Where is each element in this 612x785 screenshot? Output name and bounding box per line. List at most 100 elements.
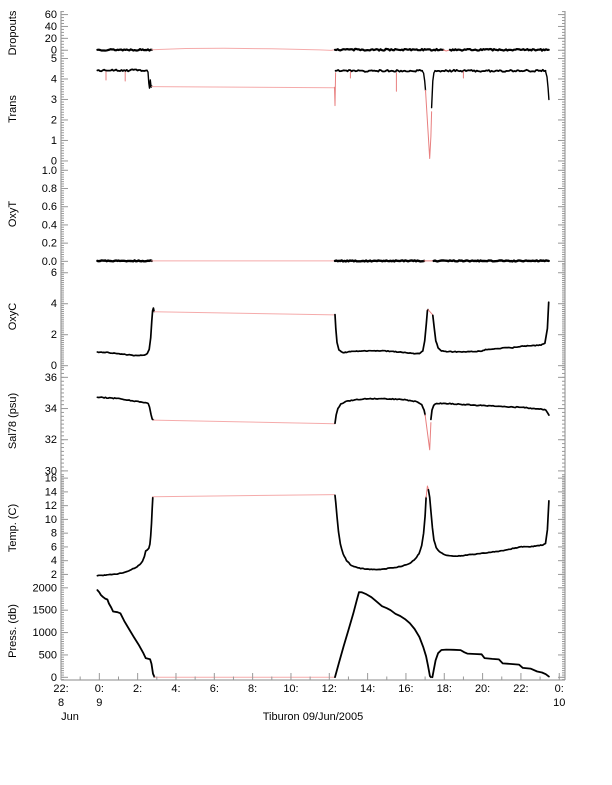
y-tick-label-oxyc: 6 <box>51 267 57 279</box>
y-axis-title-press: Press. (db) <box>7 604 19 658</box>
x-tick-label: 18: <box>437 683 452 695</box>
series-temp-red <box>152 494 335 498</box>
series-oxyc-black <box>431 301 550 353</box>
x-tick-label: 10: <box>283 683 298 695</box>
y-tick-label-oxyc: 0 <box>51 360 57 372</box>
series-trans-black <box>434 68 547 73</box>
series-trans-black <box>430 70 436 109</box>
series-oxyt-black <box>432 259 550 263</box>
series-temp-red <box>425 485 429 498</box>
y-tick-label-oxyt: 0.2 <box>42 238 57 250</box>
series-sal78-black <box>334 397 426 425</box>
series-press-black <box>431 648 550 679</box>
x-day-label: 9 <box>96 697 102 709</box>
series-temp-black <box>96 496 154 577</box>
y-tick-label-temp: 4 <box>51 555 57 567</box>
y-tick-label-temp: 8 <box>51 528 57 540</box>
x-tick-label: 22: <box>513 683 528 695</box>
y-tick-label-press: 2000 <box>33 582 57 594</box>
y-axis-title-sal78: Sal78 (psu) <box>7 393 19 449</box>
x-tick-label: 14: <box>360 683 375 695</box>
x-month-label: Jun <box>61 711 79 723</box>
series-trans-red <box>151 86 335 89</box>
y-tick-label-temp: 6 <box>51 541 57 553</box>
x-day-label: 8 <box>58 697 64 709</box>
y-tick-label-dropouts: 0 <box>51 45 57 57</box>
y-tick-label-dropouts: 40 <box>45 21 57 33</box>
y-tick-label-trans: 5 <box>51 53 57 65</box>
x-tick-label: 0: <box>555 683 564 695</box>
x-tick-label: 6: <box>210 683 219 695</box>
y-tick-label-trans: 3 <box>51 94 57 106</box>
series-dropouts-red <box>442 49 451 52</box>
y-tick-label-sal78: 34 <box>45 403 57 415</box>
y-tick-label-trans: 4 <box>51 73 57 85</box>
series-oxyt-black <box>333 259 426 263</box>
series-press-black <box>96 589 156 678</box>
series-sal78-black <box>96 396 155 421</box>
x-tick-label: 12: <box>322 683 337 695</box>
y-axis-title-trans: Trans <box>7 95 19 123</box>
series-oxyc-red <box>153 311 336 316</box>
y-tick-label-sal78: 32 <box>45 434 57 446</box>
series-oxyc-black <box>334 308 429 355</box>
y-tick-label-sal78: 36 <box>45 372 57 384</box>
x-tick-label: 16: <box>398 683 413 695</box>
y-tick-label-press: 0 <box>51 672 57 684</box>
series-dropouts-black <box>96 47 154 52</box>
y-axis-title-oxyt: OxyT <box>7 201 19 228</box>
series-oxyc-red <box>427 309 434 316</box>
series-oxyt-black <box>96 259 154 263</box>
x-day-label: 10 <box>553 697 565 709</box>
series-dropouts-red <box>151 47 336 51</box>
series-dropouts-black <box>333 47 445 52</box>
y-tick-label-oxyc: 4 <box>51 298 57 310</box>
y-tick-label-trans: 1 <box>51 135 57 147</box>
y-tick-label-temp: 10 <box>45 514 57 526</box>
series-temp-black <box>427 488 550 558</box>
x-tick-label: 4: <box>171 683 180 695</box>
y-tick-label-oxyt: 0.8 <box>42 183 57 195</box>
y-axis-title-dropouts: Dropouts <box>7 10 19 55</box>
series-dropouts-black <box>448 47 550 52</box>
chart-title: Tiburon 09/Jun/2005 <box>263 711 364 723</box>
x-tick-label: 22: <box>53 683 68 695</box>
series-trans-red <box>334 72 337 107</box>
series-press-black <box>334 591 432 679</box>
y-axis-title-temp: Temp. (C) <box>7 504 19 552</box>
y-tick-label-oxyt: 0.4 <box>42 219 57 231</box>
x-tick-label: 0: <box>95 683 104 695</box>
y-axis-title-oxyc: OxyC <box>7 303 19 331</box>
y-tick-label-oxyt: 0.6 <box>42 201 57 213</box>
y-tick-label-dropouts: 60 <box>45 9 57 21</box>
x-tick-label: 8: <box>248 683 257 695</box>
y-tick-label-trans: 0 <box>51 155 57 167</box>
y-tick-label-sal78: 30 <box>45 465 57 477</box>
y-tick-label-oxyt: 1.0 <box>42 165 57 177</box>
y-tick-label-oxyc: 2 <box>51 329 57 341</box>
series-sal78-red <box>152 419 336 425</box>
series-sal78-red <box>424 414 432 451</box>
y-tick-label-press: 500 <box>39 649 57 661</box>
series-trans-black <box>96 68 148 73</box>
series-oxyc-black <box>96 307 155 357</box>
series-trans-black <box>544 70 550 101</box>
y-tick-label-trans: 2 <box>51 114 57 126</box>
x-tick-label: 2: <box>133 683 142 695</box>
x-tick-label: 20: <box>475 683 490 695</box>
y-tick-label-dropouts: 20 <box>45 33 57 45</box>
y-tick-label-temp: 2 <box>51 569 57 581</box>
series-trans-black <box>146 69 153 89</box>
series-trans-red <box>425 89 433 159</box>
series-trans-black <box>421 70 427 91</box>
y-tick-label-press: 1500 <box>33 605 57 617</box>
y-tick-label-temp: 14 <box>45 486 57 498</box>
y-tick-label-temp: 16 <box>45 473 57 485</box>
series-sal78-black <box>430 402 550 421</box>
series-temp-black <box>334 494 427 571</box>
series-trans-black <box>334 69 424 73</box>
y-tick-label-temp: 12 <box>45 500 57 512</box>
y-tick-label-press: 1000 <box>33 627 57 639</box>
